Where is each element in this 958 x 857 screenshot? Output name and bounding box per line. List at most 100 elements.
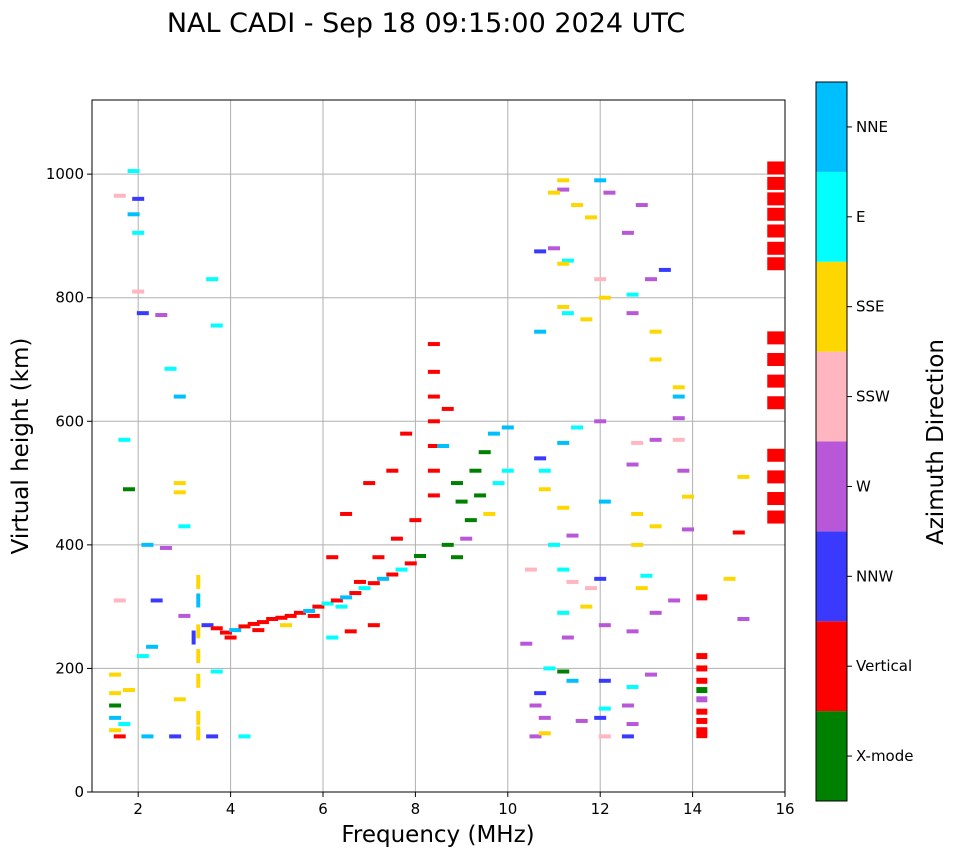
x-tick-label: 6 [318,800,328,818]
echo-mark [307,613,320,618]
colorbar-tick-label: Vertical [856,657,912,675]
echo-mark [353,579,366,584]
echo-mark [681,527,694,532]
y-tick-label: 400 [55,536,84,554]
echo-mark [238,624,251,629]
echo-mark [631,440,644,445]
echo-mark [631,511,644,516]
echo-mark [492,481,505,486]
echo-mark [427,493,440,498]
echo-mark [358,586,371,591]
echo-mark [626,722,639,727]
echo-mark [566,678,579,683]
echo-mark [672,437,685,442]
echo-mark [626,462,639,467]
echo-mark [109,691,122,696]
echo-mark [113,734,126,739]
echo-mark [427,369,440,374]
y-tick-label: 0 [74,783,84,801]
echo-mark [580,317,593,322]
echo-mark [196,726,201,741]
echo-mark [767,207,785,221]
echo-mark [626,292,639,297]
echo-mark [557,304,570,309]
echo-mark [469,468,482,473]
colorbar-tick-label: NNW [856,567,893,585]
echo-mark [219,630,232,635]
echo-mark [534,691,547,696]
echo-mark [132,196,145,201]
echo-mark [280,623,293,628]
echo-mark [201,623,214,628]
echo-mark [460,536,473,541]
echo-mark [767,492,785,506]
y-axis-label: Virtual height (km) [8,338,34,555]
echo-mark [649,357,662,362]
echo-mark [621,703,634,708]
echo-mark [330,598,343,603]
echo-mark [732,530,745,535]
echo-mark [173,490,186,495]
echo-mark [122,688,135,693]
echo-mark [635,203,648,208]
echo-mark [548,542,560,547]
echo-mark [548,246,560,251]
echo-mark [534,329,547,334]
echo-mark [767,192,785,206]
echo-mark [767,161,785,175]
echo-mark [247,621,260,626]
echo-mark [340,511,353,516]
echo-mark [455,499,468,504]
x-tick-label: 14 [683,800,702,818]
echo-mark [178,524,191,529]
echo-mark [386,468,399,473]
colorbar-segment [816,351,847,442]
echo-mark [146,644,159,649]
echo-mark [529,703,542,708]
echo-mark [538,487,551,492]
echo-mark [626,629,639,634]
echo-mark [696,653,708,660]
plot-frame [91,99,786,793]
echo-mark [284,613,297,618]
echo-mark [696,696,708,703]
echo-mark [321,601,334,606]
echo-mark [210,626,223,631]
echo-mark [349,591,362,596]
echo-mark [312,604,325,609]
echo-mark [631,542,644,547]
colorbar-tick-label: SSW [856,388,890,406]
echo-mark [584,215,597,220]
echo-mark [538,715,551,720]
echo-mark [109,715,122,720]
echo-mark [441,406,454,411]
y-tick-label: 600 [55,412,84,430]
echo-mark [196,593,201,608]
echo-mark [598,623,611,628]
echo-mark [196,624,201,639]
echo-mark [437,444,450,448]
echo-mark [395,567,408,572]
echo-mark [427,394,440,399]
echo-mark [206,277,219,282]
echo-mark [594,419,607,424]
echo-mark [534,249,547,254]
echo-mark [335,604,348,609]
echo-mark [575,718,588,723]
echo-mark [127,212,140,217]
echo-mark [191,630,196,645]
echo-mark [109,728,122,733]
echo-mark [427,444,440,448]
echo-mark [598,706,611,711]
echo-mark [173,481,186,486]
echo-mark [487,431,500,436]
echo-mark [737,474,750,479]
echo-mark [557,567,570,572]
echo-mark [621,230,634,235]
echo-mark [557,187,570,192]
echo-mark [767,176,785,190]
echo-mark [196,673,201,688]
echo-mark [645,672,658,677]
echo-mark [635,586,648,591]
echo-mark [206,734,219,739]
